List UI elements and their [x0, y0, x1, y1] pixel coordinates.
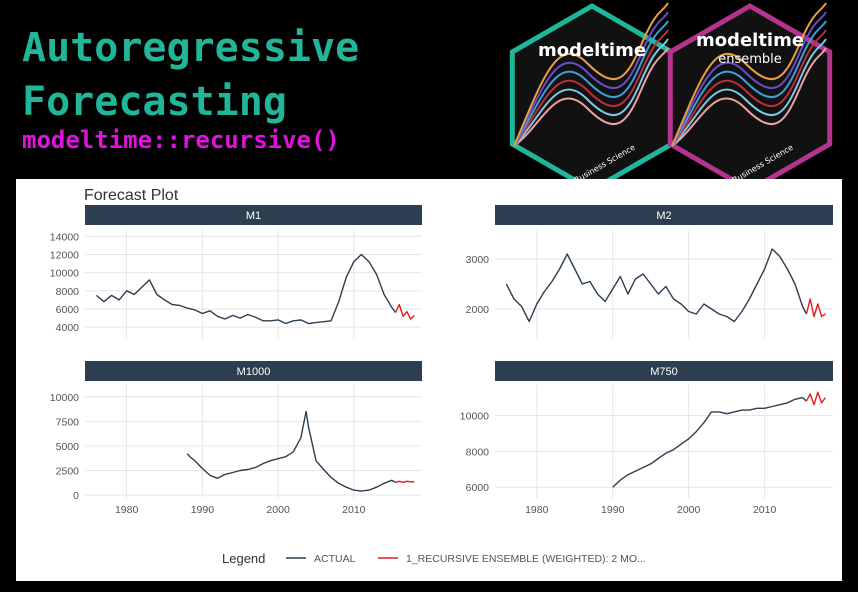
logo-wave [671, 47, 827, 147]
facet-strip [85, 205, 422, 225]
legend-label-forecast: 1_RECURSIVE ENSEMBLE (WEIGHTED): 2 MO... [406, 553, 646, 565]
logo-name: modeltime [538, 40, 646, 61]
chart-title: Forecast Plot [84, 187, 179, 204]
logo-wave [671, 11, 827, 147]
x-tick-label: 1990 [601, 504, 625, 516]
y-tick-label: 6000 [56, 304, 80, 316]
y-tick-label: 2000 [466, 304, 490, 316]
grid-lines [495, 385, 833, 498]
panel-m1000: M1000 0 2500 5000 7500 10000 1980 1990 2000 2010 [50, 361, 422, 516]
y-tick-label: 3000 [466, 254, 490, 266]
facet-strip [85, 361, 422, 381]
panel-m1: M1 4000 6000 8000 10000 12000 14000 [50, 205, 422, 339]
facet-strip [495, 205, 833, 225]
facet-strip [495, 361, 833, 381]
series-forecast [395, 480, 415, 483]
y-tick-label: 12000 [50, 249, 79, 261]
y-tick-label: 10000 [50, 268, 79, 280]
x-tick-label: 1990 [191, 504, 215, 516]
facet-label: M1 [246, 210, 261, 222]
legend: Legend ACTUAL 1_RECURSIVE ENSEMBLE (WEIGHT… [222, 551, 646, 566]
series-actual [612, 396, 807, 488]
logo-wave [671, 2, 827, 147]
forecast-plot-panel: Forecast Plot M1 4000 6000 8000 10000 12000 140… [16, 179, 842, 581]
title-line-2: Forecasting [22, 79, 287, 125]
logo-wave [671, 38, 827, 147]
y-tick-label: 5000 [56, 441, 80, 453]
panel-m750: M750 6000 8000 10000 1980 1990 2000 2010 [460, 361, 833, 516]
x-tick-label: 1980 [115, 504, 139, 516]
series-actual [186, 410, 396, 492]
x-tick-label: 1980 [525, 504, 549, 516]
forecast-plot-svg: Forecast Plot M1 4000 6000 8000 10000 12000 140… [50, 187, 833, 566]
y-tick-label: 0 [73, 490, 79, 502]
logo-wave [513, 2, 669, 147]
series-forecast [805, 298, 826, 318]
panel-m2: M2 2000 3000 [466, 205, 833, 339]
y-tick-label: 4000 [56, 322, 80, 334]
x-tick-label: 2010 [342, 504, 366, 516]
x-tick-label: 2010 [753, 504, 777, 516]
x-tick-label: 2000 [677, 504, 701, 516]
logo-name: modeltime [696, 30, 804, 51]
logo-wave [513, 11, 669, 147]
title-line-1: Autoregressive [22, 25, 360, 71]
facet-label: M1000 [237, 366, 271, 378]
grid-lines [495, 229, 833, 339]
grid-lines [85, 229, 422, 339]
y-tick-label: 8000 [56, 286, 80, 298]
logo-subname: ensemble [718, 52, 782, 67]
logo-waves [671, 2, 827, 147]
logo-wave [513, 29, 669, 147]
y-tick-label: 7500 [56, 416, 80, 428]
series-forecast [805, 391, 826, 406]
logo-waves [513, 2, 669, 147]
series-forecast [394, 303, 415, 320]
y-tick-label: 6000 [466, 482, 490, 494]
series-actual [505, 248, 808, 323]
subtitle: modeltime::recursive() [22, 126, 340, 154]
logo-wave [513, 47, 669, 147]
facet-label: M2 [656, 210, 671, 222]
y-tick-label: 2500 [56, 465, 80, 477]
legend-title: Legend [222, 551, 265, 566]
series-actual [95, 253, 397, 325]
logo-wave [671, 20, 827, 147]
y-tick-label: 10000 [50, 392, 79, 404]
x-tick-label: 2000 [266, 504, 290, 516]
y-tick-label: 14000 [50, 231, 79, 243]
y-tick-label: 8000 [466, 446, 490, 458]
logo-wave [513, 20, 669, 147]
facet-label: M750 [650, 366, 678, 378]
logo-wave [513, 38, 669, 147]
grid-lines [85, 385, 422, 498]
y-tick-label: 10000 [460, 410, 489, 422]
logo-wave [671, 29, 827, 147]
legend-label-actual: ACTUAL [314, 553, 356, 565]
